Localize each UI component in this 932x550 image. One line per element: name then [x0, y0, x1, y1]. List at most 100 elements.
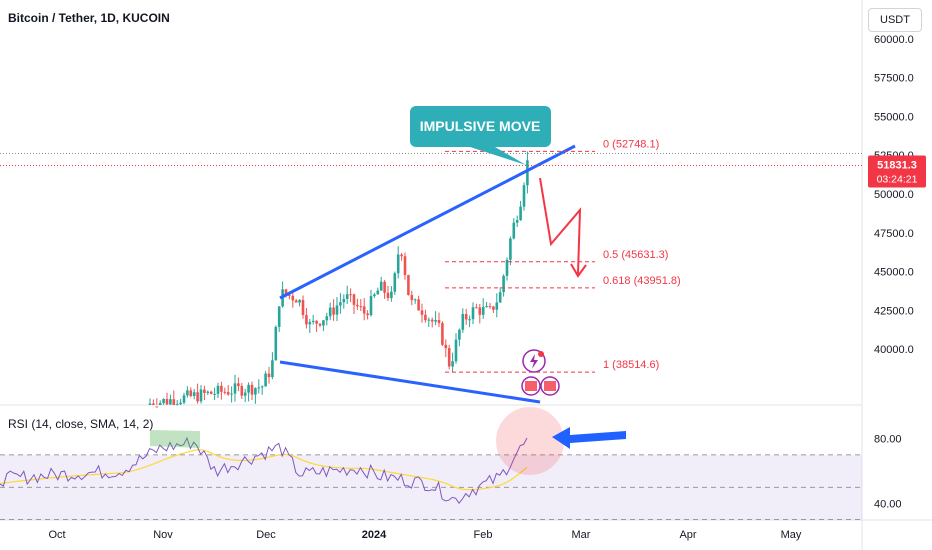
candle-body [492, 306, 495, 310]
candle-body [386, 292, 390, 299]
rsi-label: RSI (14, close, SMA, 14, 2) [8, 417, 153, 431]
candle-body [165, 398, 169, 405]
candle-body [305, 315, 308, 325]
fib-level-label: 0.618 (43951.8) [603, 275, 681, 287]
candle-body [203, 389, 206, 393]
candle-body [199, 389, 203, 402]
candle-body [339, 302, 342, 306]
candle-body [519, 206, 522, 221]
candle-body [315, 320, 318, 324]
candle-body [260, 386, 264, 388]
candle-body [318, 323, 322, 326]
price-tick-label: 57500.0 [874, 73, 914, 85]
candle-body [294, 300, 298, 303]
candle-body [352, 294, 356, 305]
rsi-tick-label: 40.00 [874, 498, 902, 510]
projection-path [539, 177, 582, 275]
candle-body [209, 391, 213, 394]
candle-body [383, 281, 386, 293]
candle-body [148, 403, 152, 405]
candle-body [158, 402, 162, 405]
candle-body [298, 299, 301, 303]
projection-arrowhead [570, 263, 587, 278]
candle-body [226, 391, 230, 395]
candle-body [420, 310, 424, 315]
flag-fill-icon [544, 381, 556, 391]
candle-body [250, 384, 254, 395]
candle-body [461, 313, 465, 330]
candle-body [206, 391, 210, 393]
candle-body [220, 385, 223, 392]
candle-body [349, 294, 352, 296]
candle-body [271, 360, 274, 378]
candle-body [522, 185, 526, 207]
price-tick-label: 60000.0 [874, 34, 914, 46]
candle-body [403, 256, 407, 276]
candle-body [247, 384, 250, 393]
currency-selector[interactable]: USDT [868, 8, 922, 32]
channel-lower-line [279, 360, 541, 404]
fib-level-label: 0 (52748.1) [603, 138, 659, 150]
candle-body [223, 391, 227, 393]
candle-body [509, 238, 512, 260]
candle-body [430, 319, 434, 322]
rsi-tick-label: 80.00 [874, 434, 902, 446]
fib-level-label: 0.5 (45631.3) [603, 249, 668, 261]
candle-body [481, 306, 485, 315]
candle-body [441, 323, 444, 345]
candle-body [427, 319, 431, 321]
candle-body [407, 275, 410, 296]
last-price-value: 51831.3 [877, 160, 917, 172]
candle-body [376, 290, 380, 295]
candle-body [237, 383, 240, 387]
time-tick-label: Oct [48, 529, 65, 541]
candle-body [216, 385, 220, 394]
candle-body [152, 403, 155, 405]
candle-body [254, 388, 257, 395]
candle-body [233, 383, 237, 394]
candle-body [373, 294, 376, 297]
candle-body [366, 313, 369, 316]
time-tick-label: Dec [256, 529, 276, 541]
candle-body [189, 390, 193, 396]
flag-fill-icon [525, 381, 537, 391]
candle-body [464, 313, 468, 320]
time-tick-label: Mar [572, 529, 591, 541]
candle-body [325, 316, 329, 321]
lightning-icon [530, 354, 538, 369]
callout-pointer [470, 147, 526, 165]
candle-body [196, 392, 199, 402]
price-tick-label: 45000.0 [874, 267, 914, 279]
candle-body [155, 406, 159, 408]
candle-body [468, 319, 471, 321]
candle-body [332, 307, 335, 315]
candle-body [413, 299, 417, 301]
candle-body [495, 302, 499, 310]
price-tick-label: 55000.0 [874, 111, 914, 123]
candle-body [301, 299, 305, 316]
candle-body [437, 319, 441, 324]
candle-body [424, 314, 427, 321]
candle-body [274, 326, 278, 361]
candle-body [369, 296, 373, 316]
candle-body [502, 275, 505, 293]
candle-body [390, 291, 393, 299]
candle-body [182, 395, 186, 403]
candle-body [356, 304, 359, 307]
candle-body [485, 306, 488, 308]
candle-body [169, 399, 172, 405]
candle-body [379, 281, 383, 291]
candle-body [515, 220, 519, 223]
candle-body [284, 289, 288, 295]
rsi-highlight-circle [496, 407, 564, 475]
candle-body [475, 307, 478, 309]
time-tick-label: May [781, 529, 802, 541]
rsi-overbought-fill [150, 430, 200, 448]
candle-body [526, 160, 529, 186]
candle-body [362, 306, 366, 314]
rsi-line [0, 436, 528, 505]
candle-body [444, 344, 448, 349]
time-tick-label: Nov [153, 529, 173, 541]
last-price-countdown: 03:24:21 [877, 174, 918, 186]
price-tick-label: 50000.0 [874, 189, 914, 201]
